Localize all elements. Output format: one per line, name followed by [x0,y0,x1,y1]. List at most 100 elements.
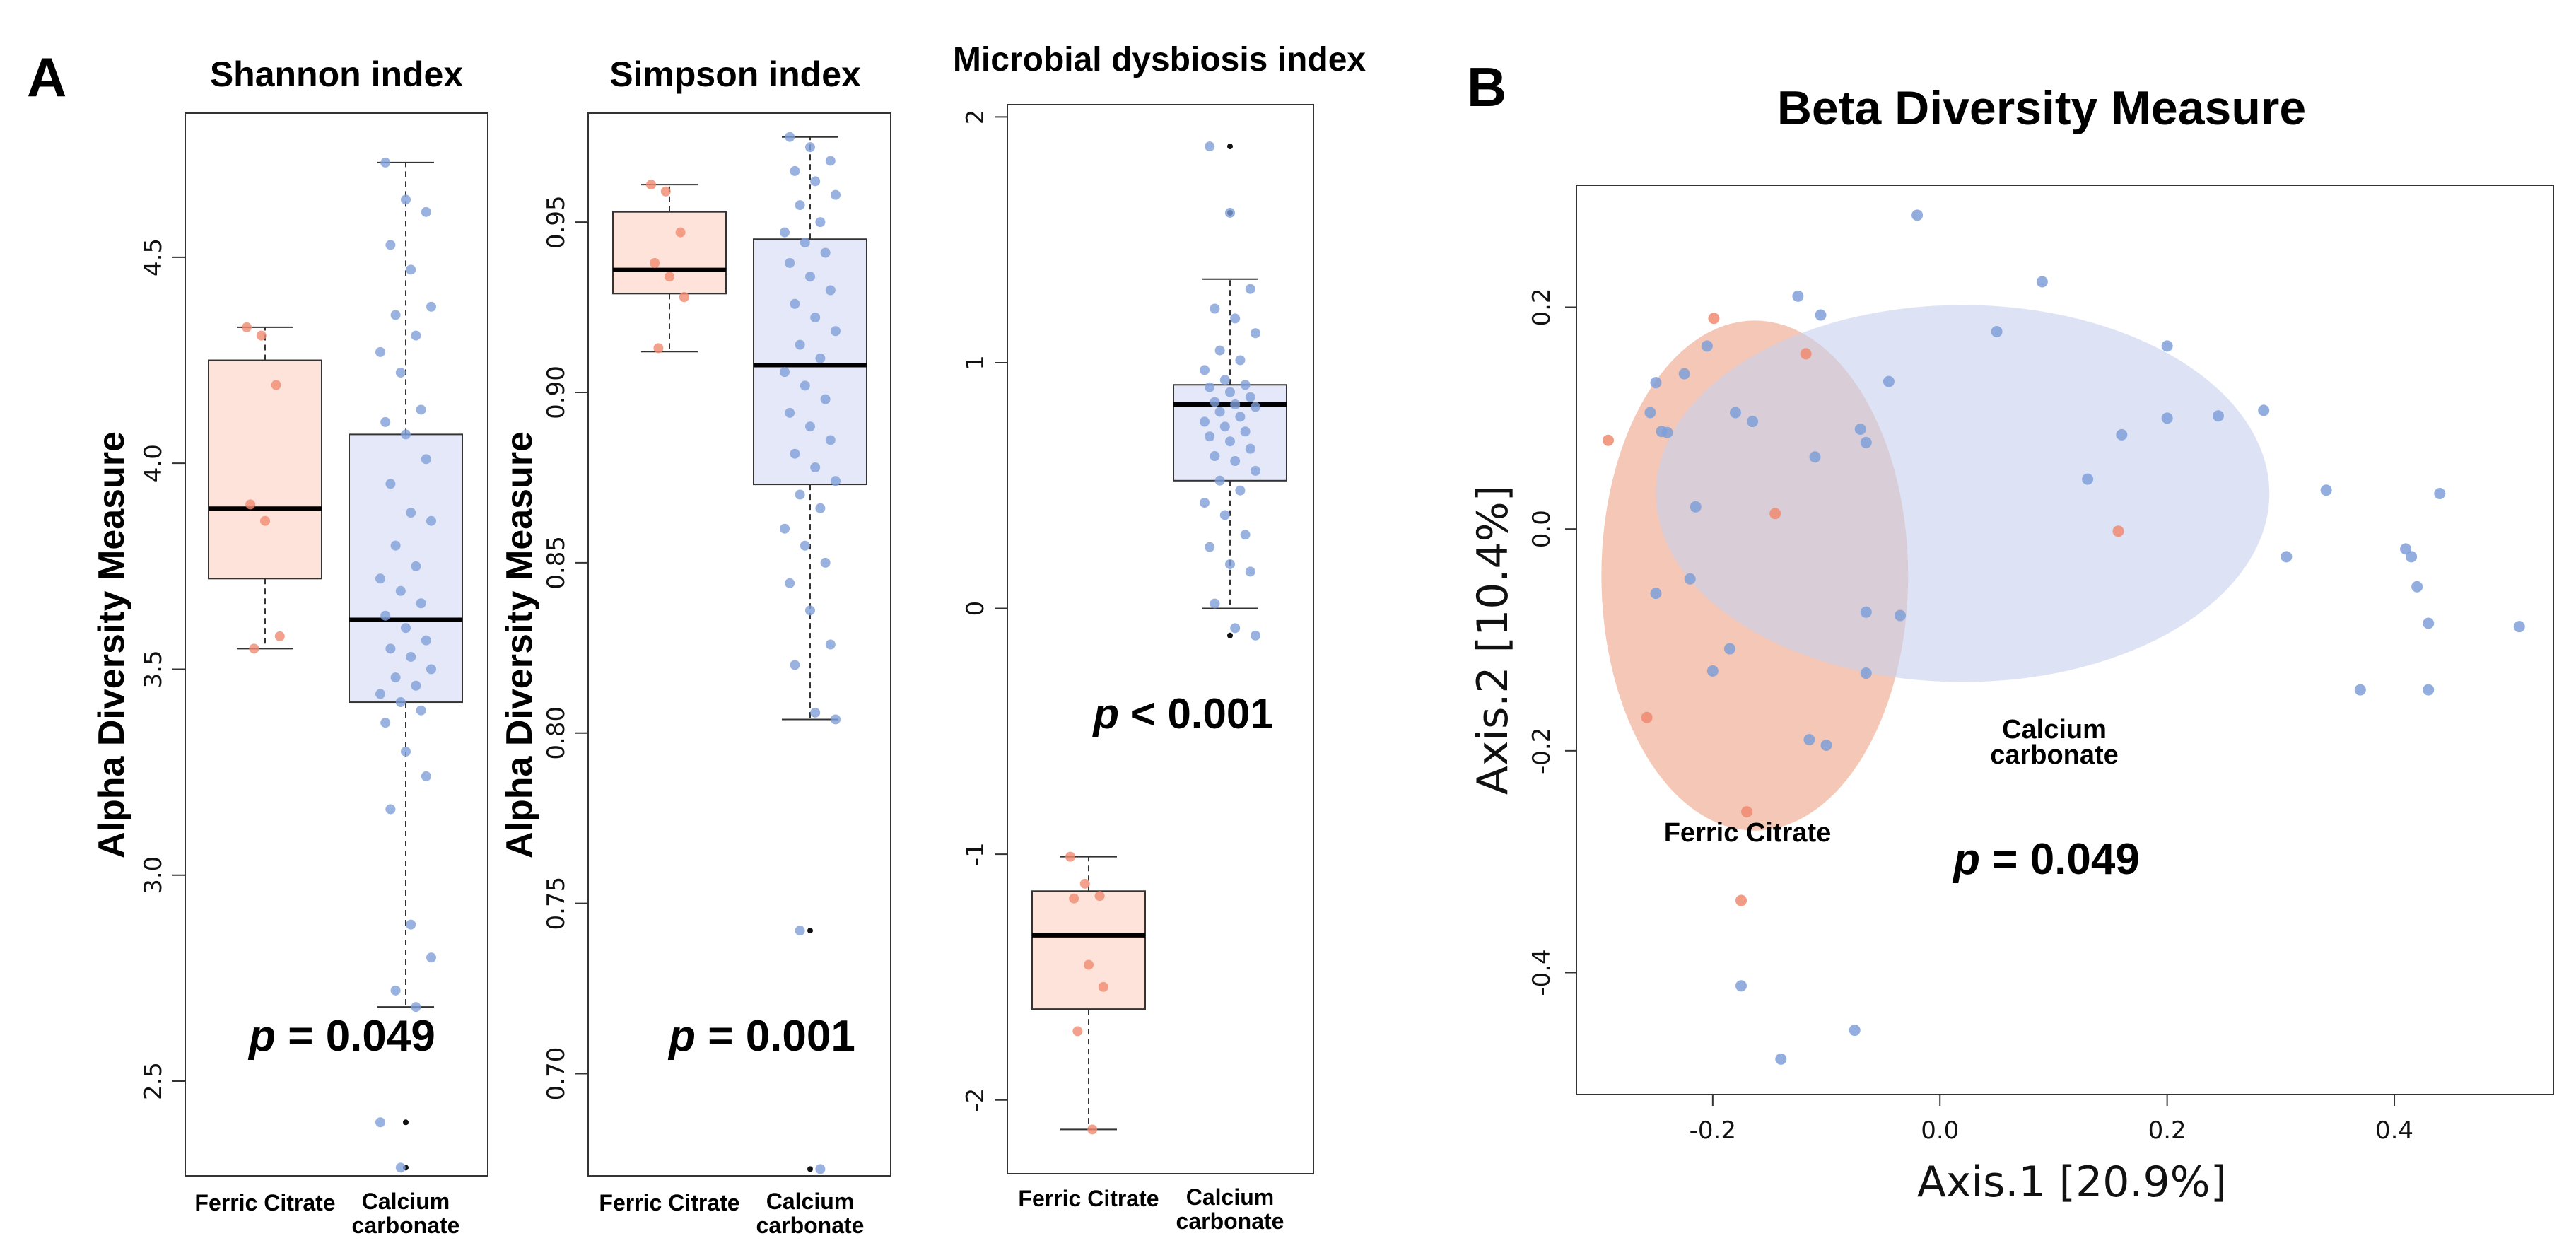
mdi-calcium-point [1230,313,1241,324]
simpson-calcium-point [815,1164,826,1174]
pcoa-calcium-point [1815,309,1827,321]
shannon-calcium-point [380,416,391,427]
pcoa-calcium-point [1775,1053,1787,1065]
simpson-p-value-text: = 0.001 [696,1012,855,1061]
mdi-calcium-point [1210,451,1220,462]
mdi-title: Microbial dysbiosis index [953,41,1366,78]
shannon-calcium-point [375,689,385,699]
mdi-calcium-point [1225,559,1235,569]
shannon-calcium-point [426,664,436,675]
simpson-calcium-point [815,353,826,363]
simpson-ferric-box [612,211,727,295]
pcoa-x-tick-label: 0.2 [2148,1116,2186,1145]
pcoa-calcium-point [2423,617,2435,629]
pcoa-calcium-point [2411,581,2423,593]
pcoa-ferric-point [1741,806,1753,818]
simpson-plot-frame [587,112,891,1177]
calcium-confidence-ellipse [1656,305,2270,682]
mdi-calcium-outlier [1227,144,1233,150]
simpson-calcium-point [800,380,810,391]
simpson-calcium-point [795,339,805,350]
simpson-calcium-point [805,142,815,153]
shannon-calcium-point [401,746,411,757]
simpson-calcium-outlier [807,928,813,934]
shannon-calcium-point [421,206,431,217]
pcoa-calcium-point [1854,424,1866,436]
simpson-y-tick-label: 0.90 [542,366,570,419]
mdi-calcium-point [1225,436,1235,447]
pcoa-ferric-point [1800,348,1812,360]
shannon-calcium-point [385,479,396,489]
simpson-calcium-outlier [807,1166,813,1172]
simpson-y-tick-label: 0.95 [542,195,570,249]
shannon-calcium-point [426,301,436,312]
pcoa-y-tick-label: 0.2 [1528,288,1556,326]
simpson-calcium-point [820,557,831,568]
mdi-calcium-point [1205,382,1215,392]
mdi-ferric-point [1079,878,1090,889]
pcoa-x-axis-label: Axis.1 [20.9%] [1917,1157,2227,1207]
simpson-calcium-point [780,523,790,534]
simpson-calcium-point [795,200,805,211]
pcoa-calcium-point [1911,209,1924,221]
simpson-calcium-point [800,540,810,551]
simpson-calcium-point [785,257,795,268]
pcoa-y-tick-label: -0.2 [1528,728,1556,774]
pcoa-calcium-point [2406,551,2418,563]
simpson-ferric-point [665,272,674,282]
panel-a: A Shannon index Alpha Diversity Measure … [27,41,1366,1238]
panel-b: B Beta Diversity Measure -0.2 0.0 0.2 0.4-0… [1467,56,2554,1207]
shannon-calcium-point [411,1002,421,1013]
simpson-calcium-point [790,165,800,176]
shannon-calcium-point [375,346,385,357]
mdi-calcium-point [1230,399,1241,410]
shannon-calcium-point [390,672,401,683]
pcoa-calcium-point [2116,428,2128,441]
shannon-calcium-point [390,310,401,320]
simpson-calcium-point [780,227,790,238]
simpson-category-label: Calcium [766,1189,854,1214]
shannon-y-axis-label: Alpha Diversity Measure [91,431,132,858]
mdi-calcium-point [1251,630,1260,641]
shannon-calcium-point [380,610,391,621]
mdi-y-tick-label: 0 [961,601,990,617]
mdi-calcium-point [1214,407,1225,417]
calcium-group-label: carbonate [1990,740,2119,770]
pcoa-calcium-point [1860,667,1872,679]
mdi-category-label: Calcium [1186,1184,1274,1210]
shannon-calcium-point [426,515,436,526]
simpson-title: Simpson index [609,54,861,94]
shannon-calcium-point [411,561,421,571]
mdi-calcium-point [1219,421,1230,432]
simpson-calcium-point [805,272,815,282]
simpson-p-value: p = 0.001 [667,1012,855,1061]
simpson-calcium-point [815,503,826,513]
simpson-calcium-point [825,156,836,166]
mdi-calcium-point [1245,566,1255,577]
simpson-y-tick-label: 0.75 [542,877,570,931]
pcoa-calcium-point [2082,473,2094,485]
pcoa-plot-frame [1576,185,2554,1095]
shannon-calcium-point [385,643,396,654]
shannon-calcium-point [406,264,416,275]
shannon-ferric-point [271,380,281,390]
shannon-calcium-point [401,194,411,205]
mdi-y-tick-label: 1 [961,355,990,371]
pcoa-calcium-point [1860,436,1872,448]
shannon-calcium-point [406,508,416,518]
pcoa-calcium-point [1735,980,1747,992]
pcoa-calcium-point [2161,340,2173,352]
mdi-ferric-box [1031,890,1146,1010]
shannon-calcium-point [411,330,421,341]
shannon-ferric-point [242,322,252,332]
mdi-calcium-point [1240,426,1251,437]
mdi-p-symbol: p [1091,690,1119,737]
mdi-calcium-point [1225,207,1235,218]
mdi-calcium-point [1235,412,1246,422]
mdi-ferric-point [1087,1124,1098,1135]
shannon-ferric-point [260,515,270,526]
pcoa-calcium-point [1706,665,1719,677]
shannon-calcium-point [395,1162,406,1173]
shannon-y-tick-label: 2.5 [139,1062,168,1100]
simpson-calcium-point [825,435,836,445]
